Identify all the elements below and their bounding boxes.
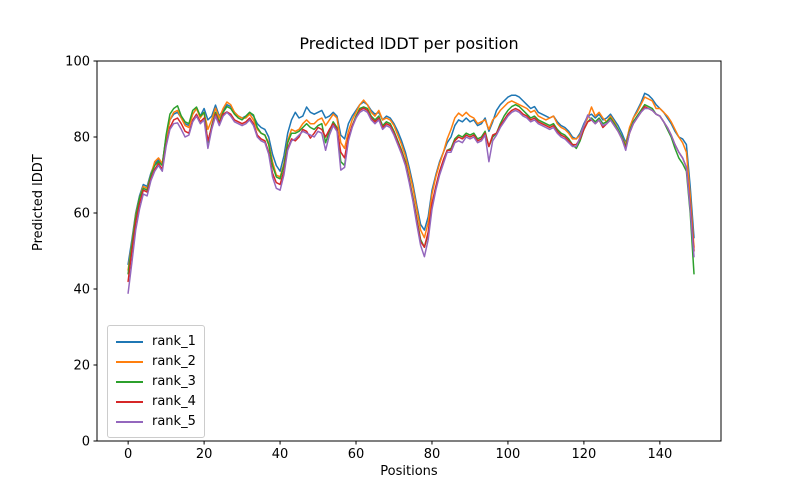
legend-swatch-rank-2 <box>116 361 143 363</box>
x-tick-label: 60 <box>348 447 365 462</box>
legend-swatch-rank-1 <box>116 341 143 343</box>
legend-label-rank-3: rank_3 <box>152 374 196 389</box>
legend-item-rank-2: rank_2 <box>116 353 196 371</box>
series-line-rank_5 <box>127 107 695 294</box>
x-tick-label: 40 <box>272 447 289 462</box>
y-tick-label: 80 <box>73 131 90 146</box>
legend-swatch-rank-4 <box>116 401 143 403</box>
series-line-rank_2 <box>127 96 695 271</box>
y-tick-label: 40 <box>73 283 90 298</box>
legend-label-rank-4: rank_4 <box>152 394 196 409</box>
legend-item-rank-5: rank_5 <box>116 413 196 431</box>
plot-frame <box>96 60 722 442</box>
legend-item-rank-4: rank_4 <box>116 393 196 411</box>
x-tick-label: 20 <box>196 447 213 462</box>
legend-item-rank-3: rank_3 <box>116 373 196 391</box>
x-tick-label: 0 <box>124 447 132 462</box>
legend-label-rank-1: rank_1 <box>152 334 196 349</box>
chart-title: Predicted lDDT per position <box>299 34 519 53</box>
x-tick-label: 120 <box>571 447 596 462</box>
legend-label-rank-2: rank_2 <box>152 354 196 369</box>
legend-item-rank-1: rank_1 <box>116 333 196 351</box>
x-axis-label: Positions <box>380 464 438 479</box>
x-tick-label: 140 <box>647 447 672 462</box>
y-tick-label: 100 <box>65 55 90 70</box>
y-tick-label: 0 <box>82 435 90 450</box>
legend-label-rank-5: rank_5 <box>152 414 196 429</box>
legend-swatch-rank-5 <box>116 421 143 423</box>
legend-swatch-rank-3 <box>116 381 143 383</box>
x-tick-label: 80 <box>424 447 441 462</box>
x-tick-label: 100 <box>496 447 521 462</box>
legend: rank_1 rank_2 rank_3 rank_4 rank_5 <box>107 325 205 438</box>
y-tick-label: 60 <box>73 207 90 222</box>
y-tick-label: 20 <box>73 359 90 374</box>
